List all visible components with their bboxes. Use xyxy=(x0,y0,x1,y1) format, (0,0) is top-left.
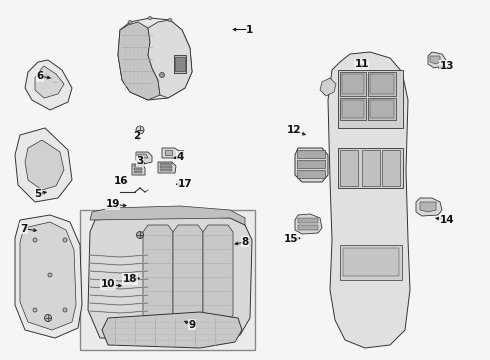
Polygon shape xyxy=(148,20,192,98)
Bar xyxy=(338,70,403,128)
Ellipse shape xyxy=(63,308,67,312)
Text: 11: 11 xyxy=(354,59,369,69)
Polygon shape xyxy=(295,214,322,234)
Bar xyxy=(382,150,400,186)
Polygon shape xyxy=(320,78,336,96)
Polygon shape xyxy=(118,22,160,100)
Text: 4: 4 xyxy=(176,152,184,162)
Text: 3: 3 xyxy=(137,156,144,166)
Polygon shape xyxy=(90,206,245,225)
Text: 2: 2 xyxy=(134,131,141,141)
Polygon shape xyxy=(15,128,72,202)
Text: 18: 18 xyxy=(122,274,137,284)
Ellipse shape xyxy=(148,17,152,19)
Text: 5: 5 xyxy=(35,189,42,199)
Polygon shape xyxy=(428,52,446,68)
Bar xyxy=(340,245,402,280)
Bar xyxy=(340,98,366,120)
Text: 1: 1 xyxy=(246,24,253,35)
Polygon shape xyxy=(136,152,152,165)
Polygon shape xyxy=(138,154,148,158)
Text: 13: 13 xyxy=(440,60,454,71)
Text: 16: 16 xyxy=(114,176,129,186)
Bar xyxy=(298,225,318,230)
Text: 10: 10 xyxy=(100,279,115,289)
Bar xyxy=(175,57,185,71)
Polygon shape xyxy=(102,312,242,348)
Text: 6: 6 xyxy=(37,71,44,81)
Ellipse shape xyxy=(33,238,37,242)
Text: 14: 14 xyxy=(440,215,454,225)
Polygon shape xyxy=(165,150,172,155)
Bar xyxy=(362,150,380,186)
Polygon shape xyxy=(295,148,328,182)
Bar xyxy=(160,166,172,168)
Bar xyxy=(370,74,394,94)
Ellipse shape xyxy=(48,273,52,277)
Bar xyxy=(297,150,325,158)
Polygon shape xyxy=(143,225,173,322)
Text: 15: 15 xyxy=(284,234,299,244)
Bar xyxy=(370,100,394,118)
Ellipse shape xyxy=(160,72,165,77)
Ellipse shape xyxy=(137,231,144,238)
Bar xyxy=(342,74,364,94)
Polygon shape xyxy=(158,162,176,173)
Bar xyxy=(134,171,142,172)
Bar xyxy=(297,160,325,168)
Polygon shape xyxy=(328,52,410,348)
Polygon shape xyxy=(20,222,76,330)
Ellipse shape xyxy=(45,315,51,321)
Bar xyxy=(368,72,396,96)
Polygon shape xyxy=(416,198,442,216)
Text: 17: 17 xyxy=(178,179,193,189)
Bar xyxy=(343,248,399,276)
Bar xyxy=(174,55,186,73)
Bar xyxy=(160,168,172,171)
Bar xyxy=(297,170,325,178)
Bar xyxy=(340,72,366,96)
Ellipse shape xyxy=(63,238,67,242)
Polygon shape xyxy=(25,60,72,110)
Polygon shape xyxy=(35,66,64,98)
Polygon shape xyxy=(162,148,180,158)
Ellipse shape xyxy=(168,18,172,22)
Polygon shape xyxy=(118,18,192,100)
Ellipse shape xyxy=(128,21,132,23)
Bar xyxy=(134,168,142,170)
Bar xyxy=(368,98,396,120)
Polygon shape xyxy=(173,225,203,322)
Polygon shape xyxy=(88,215,252,340)
Polygon shape xyxy=(430,56,440,64)
Bar xyxy=(342,100,364,118)
Polygon shape xyxy=(25,140,64,190)
Ellipse shape xyxy=(33,308,37,312)
Text: 9: 9 xyxy=(189,320,196,330)
Polygon shape xyxy=(420,202,436,212)
Text: 19: 19 xyxy=(105,199,120,210)
Polygon shape xyxy=(203,225,233,322)
Bar xyxy=(338,148,403,188)
Bar xyxy=(298,218,318,223)
Text: 12: 12 xyxy=(287,125,301,135)
Bar xyxy=(134,165,142,167)
Polygon shape xyxy=(132,164,145,175)
Bar xyxy=(178,150,183,155)
Bar xyxy=(160,163,172,165)
Text: 7: 7 xyxy=(20,224,27,234)
Ellipse shape xyxy=(136,126,144,134)
Polygon shape xyxy=(15,215,82,338)
Text: 8: 8 xyxy=(242,237,248,247)
Bar xyxy=(80,210,255,350)
Bar xyxy=(340,150,358,186)
